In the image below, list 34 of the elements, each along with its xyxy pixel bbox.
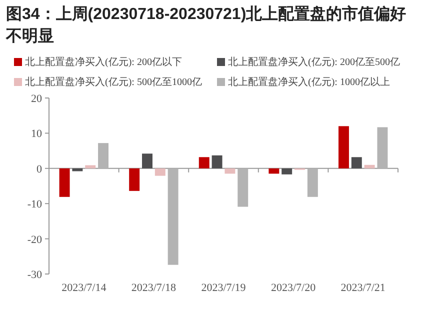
x-tick-label: 2023/7/21 [340,282,386,294]
bar [154,168,166,176]
bar [377,127,388,168]
legend-label: 北上配置盘净买入(亿元): 200亿至500亿 [228,57,400,68]
y-tick-label: 10 [31,128,42,140]
x-tick-label: 2023/7/18 [131,282,176,294]
bar [129,168,140,191]
x-tick-label: 2023/7/14 [62,282,107,294]
legend-label: 北上配置盘净买入(亿元): 200亿以下 [25,57,182,68]
bar [85,165,96,168]
y-tick-label: 20 [31,93,42,105]
y-tick-label: -30 [27,269,42,281]
bar [364,164,375,168]
bar [168,168,178,265]
bar [142,154,152,168]
bar [98,143,109,168]
bar [198,157,210,168]
bar [238,168,248,207]
bar [59,168,70,197]
y-tick-label: 0 [36,163,42,176]
x-tick-label: 2023/7/20 [270,282,316,294]
bar [212,155,222,168]
y-tick-label: -10 [27,198,42,211]
y-tick-label: -20 [27,234,42,246]
bar [268,168,280,174]
bar [282,168,292,174]
bar [351,157,362,168]
bar [338,126,349,168]
bar [307,168,318,197]
chart-title: 图34：上周(20230718-20230721)北上配置盘的市值偏好不明显 [6,4,408,47]
legend-label: 北上配置盘净买入(亿元): 1000亿以上 [228,77,390,88]
bar [224,168,236,174]
x-tick-label: 2023/7/19 [201,282,246,294]
legend-label: 北上配置盘净买入(亿元): 500亿至1000亿 [25,77,202,88]
